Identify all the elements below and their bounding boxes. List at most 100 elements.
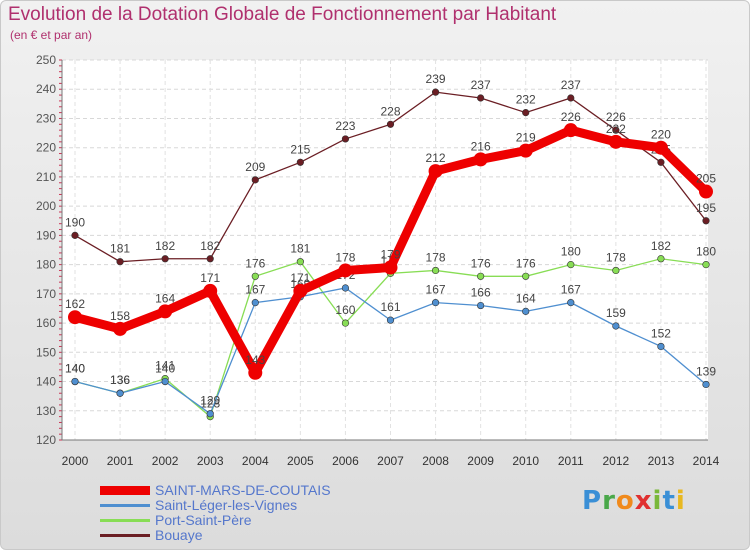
data-point-saint-l-ger-les-vignes	[657, 342, 665, 351]
logo-letter: i	[675, 486, 686, 516]
x-tick-label: 2005	[287, 454, 314, 468]
y-tick-label: 250	[36, 53, 56, 67]
logo-letter: x	[634, 486, 653, 516]
data-label-saint-l-ger-les-vignes: 136	[110, 373, 130, 387]
data-point-saint-l-ger-les-vignes	[251, 299, 259, 307]
data-point-bouaye	[657, 158, 665, 166]
y-tick-label: 190	[36, 228, 56, 242]
data-point-bouaye	[206, 255, 214, 263]
logo-letter: P	[582, 486, 603, 516]
logo-letter: o	[615, 486, 635, 516]
data-point-port-saint-p-re	[567, 261, 575, 269]
data-point-saint-l-ger-les-vignes	[567, 299, 575, 307]
data-label-saint-mars-de-coutais: 164	[155, 291, 175, 305]
data-label-saint-mars-de-coutais: 219	[516, 131, 536, 145]
data-label-port-saint-p-re: 180	[696, 245, 716, 259]
data-label-saint-mars-de-coutais: 212	[426, 151, 446, 165]
y-tick-label: 120	[36, 433, 56, 447]
data-point-saint-l-ger-les-vignes	[71, 377, 79, 386]
y-tick-label: 230	[36, 111, 56, 125]
data-point-port-saint-p-re	[477, 272, 485, 280]
data-label-bouaye: 190	[65, 215, 85, 229]
x-tick-label: 2003	[197, 454, 224, 468]
data-point-saint-l-ger-les-vignes	[477, 301, 485, 310]
data-label-port-saint-p-re: 176	[245, 256, 265, 270]
data-label-bouaye: 182	[155, 239, 175, 253]
data-point-saint-l-ger-les-vignes	[161, 377, 169, 386]
data-label-bouaye: 181	[110, 242, 130, 256]
data-label-bouaye: 209	[245, 160, 265, 174]
data-point-saint-mars-de-coutais	[518, 143, 533, 158]
data-point-saint-mars-de-coutais	[653, 140, 668, 155]
data-label-saint-mars-de-coutais: 171	[290, 271, 310, 285]
data-point-bouaye	[341, 135, 350, 143]
x-tick-label: 2004	[242, 454, 269, 468]
logo-letter: i	[652, 486, 663, 516]
data-point-saint-l-ger-les-vignes	[612, 322, 620, 330]
plot-area	[62, 60, 708, 440]
data-label-port-saint-p-re: 178	[606, 250, 626, 264]
chart-title: Evolution de la Dotation Globale de Fonc…	[8, 4, 557, 25]
data-label-saint-l-ger-les-vignes: 129	[200, 394, 220, 408]
data-point-saint-l-ger-les-vignes	[702, 380, 710, 389]
data-label-port-saint-p-re: 180	[561, 245, 581, 259]
data-point-port-saint-p-re	[296, 258, 304, 266]
data-point-saint-mars-de-coutais	[293, 283, 308, 298]
legend-swatch	[100, 486, 150, 495]
data-point-port-saint-p-re	[657, 255, 665, 263]
data-point-saint-l-ger-les-vignes	[522, 307, 530, 315]
y-tick-label: 170	[36, 287, 56, 301]
legend-label: SAINT-MARS-DE-COUTAIS	[155, 482, 331, 498]
data-point-bouaye	[116, 258, 124, 266]
data-label-saint-l-ger-les-vignes: 167	[245, 283, 265, 297]
data-point-port-saint-p-re	[431, 266, 440, 275]
data-point-port-saint-p-re	[522, 272, 530, 280]
data-point-saint-mars-de-coutais	[428, 164, 443, 179]
data-point-saint-l-ger-les-vignes	[386, 316, 395, 324]
data-point-saint-mars-de-coutais	[563, 123, 578, 138]
data-label-saint-l-ger-les-vignes: 164	[516, 291, 536, 305]
data-label-bouaye: 237	[471, 78, 491, 92]
legend-swatch	[100, 534, 150, 537]
data-label-saint-mars-de-coutais: 226	[561, 110, 581, 124]
data-point-saint-mars-de-coutais	[203, 283, 218, 298]
data-label-saint-mars-de-coutais: 143	[245, 353, 265, 367]
data-point-bouaye	[296, 158, 304, 166]
data-point-saint-mars-de-coutais	[158, 304, 173, 319]
data-label-bouaye: 228	[380, 104, 400, 118]
data-point-bouaye	[477, 94, 485, 102]
data-label-port-saint-p-re: 182	[651, 239, 671, 253]
data-label-port-saint-p-re: 178	[426, 250, 446, 264]
x-tick-label: 2012	[603, 454, 630, 468]
y-tick-label: 220	[36, 141, 56, 155]
data-point-saint-mars-de-coutais	[68, 310, 82, 325]
y-tick-label: 130	[36, 404, 56, 418]
y-tick-label: 160	[36, 316, 56, 330]
data-point-bouaye	[71, 231, 79, 239]
data-label-port-saint-p-re: 160	[335, 303, 355, 317]
legend-swatch	[100, 519, 150, 522]
data-point-saint-l-ger-les-vignes	[116, 389, 124, 397]
x-tick-label: 2006	[332, 454, 359, 468]
data-point-saint-l-ger-les-vignes	[431, 299, 440, 307]
data-label-saint-l-ger-les-vignes: 166	[471, 286, 491, 300]
data-label-bouaye: 237	[561, 78, 581, 92]
data-label-bouaye: 215	[290, 142, 310, 156]
data-point-bouaye	[567, 94, 575, 102]
data-label-port-saint-p-re: 140	[65, 362, 85, 376]
data-label-bouaye: 226	[606, 110, 626, 124]
legend-label: Port-Saint-Père	[155, 512, 252, 528]
x-tick-label: 2011	[558, 454, 584, 468]
x-tick-label: 2002	[152, 454, 179, 468]
data-label-bouaye: 223	[335, 119, 355, 133]
data-label-bouaye: 182	[200, 239, 220, 253]
legend-label: Bouaye	[155, 527, 203, 543]
y-tick-label: 180	[36, 258, 56, 272]
data-label-saint-l-ger-les-vignes: 167	[561, 283, 581, 297]
data-label-saint-mars-de-coutais: 171	[200, 271, 220, 285]
x-tick-label: 2007	[377, 454, 404, 468]
x-tick-label: 2010	[512, 454, 539, 468]
data-label-bouaye: 232	[516, 93, 536, 107]
data-point-port-saint-p-re	[612, 266, 620, 275]
